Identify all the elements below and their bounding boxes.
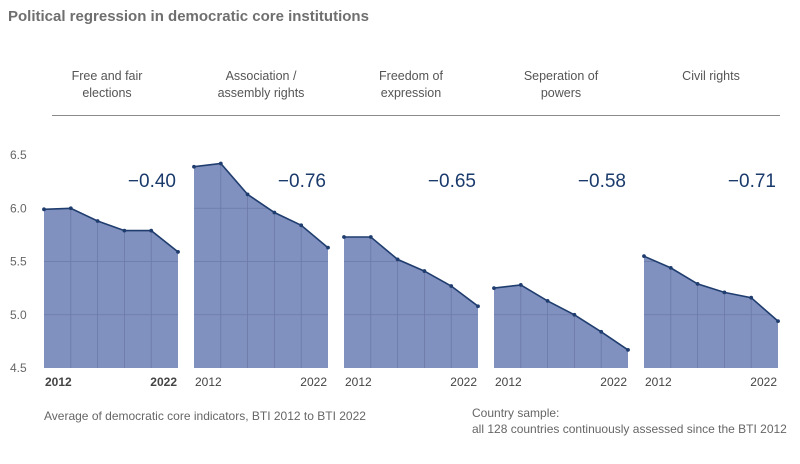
data-point: [572, 312, 577, 317]
y-tick-label: 5.0: [10, 308, 27, 322]
data-point: [326, 245, 330, 250]
data-point: [668, 265, 673, 270]
panel-title-civil-rights: Civil rights: [682, 69, 740, 83]
footnote-average: Average of democratic core indicators, B…: [44, 409, 366, 423]
x-tick-end: 2022: [300, 375, 327, 389]
series-line-3: [493, 284, 629, 351]
data-point: [749, 295, 754, 300]
x-tick-start: 2012: [645, 375, 672, 389]
series-line-2: [344, 236, 479, 307]
y-tick-label: 5.5: [10, 255, 27, 269]
data-point: [218, 161, 223, 166]
panel-title-association-rights: Association / assembly rights: [217, 69, 305, 100]
area-fill-2: [344, 237, 478, 368]
data-point: [245, 192, 250, 197]
y-tick-label: 6.0: [10, 201, 27, 215]
data-point: [192, 164, 196, 169]
data-point: [492, 286, 496, 291]
series-line-0: [43, 207, 179, 253]
series-line-1: [193, 162, 329, 249]
change-label-0: −0.40: [128, 171, 176, 192]
data-point: [395, 257, 400, 262]
panel-title-free-elections: Free and fair elections: [71, 69, 143, 100]
data-point: [422, 269, 427, 273]
y-tick-label: 4.5: [10, 361, 27, 375]
x-tick-end: 2022: [450, 375, 477, 389]
data-point: [122, 228, 127, 233]
data-point: [722, 290, 727, 295]
data-point: [299, 223, 304, 228]
panel-title-separation-powers: Seperation of powers: [523, 69, 599, 100]
data-point: [695, 281, 700, 286]
data-point: [95, 219, 100, 223]
change-label-2: −0.65: [428, 171, 476, 192]
area-fill-3: [494, 284, 628, 368]
data-point: [626, 347, 630, 352]
data-point: [476, 304, 480, 309]
data-point: [149, 228, 154, 233]
data-point: [642, 254, 646, 259]
footnote-sample-label: Country sample:: [472, 406, 560, 420]
x-tick-end: 2022: [750, 375, 777, 389]
change-label-1: −0.76: [278, 171, 326, 192]
data-point: [68, 206, 73, 211]
panel-title-freedom-expression: Freedom of expression: [379, 69, 443, 100]
change-label-4: −0.71: [728, 171, 776, 192]
area-fill-1: [194, 163, 328, 368]
header-divider: [52, 115, 780, 116]
data-point: [518, 283, 523, 287]
data-point: [342, 235, 346, 239]
chart-title: Political regression in democratic core …: [8, 8, 369, 25]
data-point: [776, 319, 780, 324]
data-point: [42, 207, 46, 212]
data-point: [449, 284, 454, 288]
footnote-sample-detail: all 128 countries continuously assessed …: [472, 422, 787, 436]
data-point: [599, 329, 604, 334]
data-point: [368, 235, 373, 239]
change-label-3: −0.58: [578, 171, 626, 192]
data-point: [176, 250, 180, 254]
data-point: [272, 210, 277, 215]
x-tick-start: 2012: [345, 375, 372, 389]
x-tick-end: 2022: [150, 375, 177, 389]
area-fill-4: [644, 256, 778, 368]
x-tick-start: 2012: [195, 375, 222, 389]
area-fill-0: [44, 208, 178, 368]
data-point: [545, 299, 550, 303]
x-tick-start: 2012: [495, 375, 522, 389]
x-tick-start: 2012: [45, 375, 72, 389]
y-tick-label: 6.5: [10, 148, 27, 162]
x-tick-end: 2022: [600, 375, 627, 389]
series-line-4: [643, 255, 779, 322]
